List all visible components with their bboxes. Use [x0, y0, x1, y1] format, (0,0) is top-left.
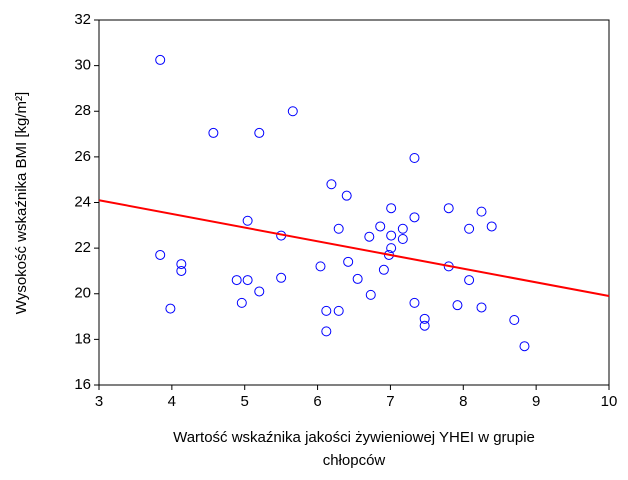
point [378, 264, 389, 275]
point [409, 297, 420, 308]
y-tick-label: 16 [74, 376, 91, 393]
x-tick-label: 5 [241, 393, 249, 410]
point [419, 313, 430, 324]
y-tick-label: 28 [74, 102, 91, 119]
plot-frame [98, 19, 610, 386]
y-tick-label: 30 [74, 57, 91, 74]
point [321, 326, 332, 337]
x-tick-label: 10 [601, 393, 618, 410]
x-axis-label: Wartość wskaźnika jakości żywieniowej YH… [173, 429, 535, 446]
x-tick-label: 6 [313, 393, 321, 410]
point [476, 206, 487, 217]
point [315, 261, 326, 272]
x-tick-label: 3 [95, 393, 103, 410]
regression-line [98, 199, 610, 298]
point [464, 275, 475, 286]
point [155, 54, 166, 65]
y-tick-label: 26 [74, 148, 91, 165]
y-tick-label: 22 [74, 239, 91, 256]
point [326, 179, 337, 190]
point [176, 259, 187, 270]
y-axis-label: Wysokość wskaźnika BMI [kg/m²] [13, 92, 30, 314]
point [409, 153, 420, 164]
point [464, 223, 475, 234]
point [236, 297, 247, 308]
point [386, 243, 397, 254]
point [443, 203, 454, 214]
point [155, 249, 166, 260]
point [254, 286, 265, 297]
point [419, 320, 430, 331]
point [287, 106, 298, 117]
point [397, 234, 408, 244]
point [486, 221, 497, 232]
point [242, 275, 253, 286]
y-tick-label: 20 [74, 285, 91, 302]
point [452, 300, 463, 311]
y-tick-label: 24 [74, 193, 91, 210]
point [333, 223, 344, 234]
x-tick-label: 9 [532, 393, 540, 410]
point [231, 275, 242, 286]
point [208, 127, 219, 138]
x-axis-label: chłopców [323, 452, 386, 469]
point [409, 212, 420, 223]
point [386, 203, 397, 214]
point [321, 305, 332, 316]
x-tick-label: 8 [459, 393, 467, 410]
point [509, 314, 520, 325]
point [341, 190, 352, 201]
x-tick-label: 4 [168, 393, 176, 410]
x-tick-label: 7 [386, 393, 394, 410]
point [364, 231, 375, 242]
point [176, 265, 187, 276]
point [476, 302, 487, 313]
point [375, 221, 386, 232]
point [242, 215, 253, 226]
point [254, 127, 265, 138]
point [165, 303, 176, 314]
point [343, 256, 354, 267]
point [386, 230, 397, 241]
point [519, 341, 530, 352]
y-tick-label: 32 [74, 11, 91, 28]
point [333, 305, 344, 316]
point [365, 289, 376, 300]
point [397, 223, 408, 234]
point [352, 273, 363, 284]
y-tick-label: 18 [74, 330, 91, 347]
point [276, 272, 287, 283]
